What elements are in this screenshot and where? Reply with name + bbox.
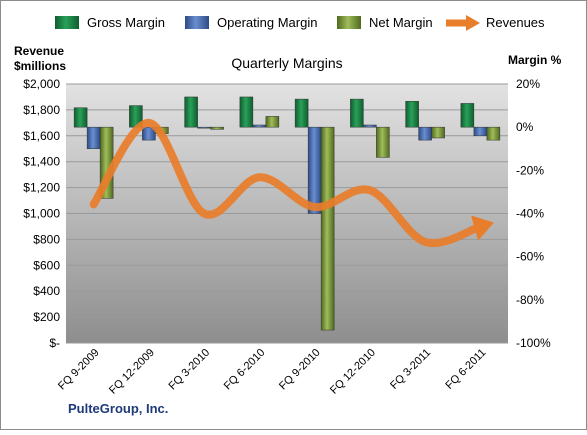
gross-margin-bar: [73, 107, 88, 128]
legend-swatch-net: [337, 16, 361, 29]
left-tick-label: $1,800: [23, 103, 60, 117]
legend-item-revenues: Revenues: [446, 15, 545, 31]
operating-margin-bar: [418, 126, 432, 141]
right-tick-label: -100%: [516, 336, 551, 350]
right-tick-label: -80%: [516, 293, 544, 307]
operating-margin-bar: [86, 126, 101, 149]
left-tick-label: $1,200: [23, 181, 60, 195]
legend: Gross Margin Operating Margin Net Margin…: [55, 15, 545, 31]
net-margin-bar: [431, 126, 445, 139]
left-tick-label: $200: [33, 310, 60, 324]
legend-label-operating: Operating Margin: [217, 15, 317, 30]
right-tick-label: -60%: [516, 250, 544, 264]
legend-swatch-operating: [185, 16, 209, 29]
right-tick-label: 20%: [516, 77, 540, 91]
legend-label-net: Net Margin: [369, 15, 433, 30]
left-axis-label-line2: $millions: [14, 59, 66, 73]
legend-item-net: Net Margin: [337, 15, 433, 30]
right-tick-label: 0%: [516, 120, 534, 134]
left-tick-label: $1,400: [23, 155, 60, 169]
left-axis: $- $200 $400 $600 $800 $1,000 $1,200 $1,400 $1,6…: [23, 77, 60, 350]
company-name: PulteGroup, Inc.: [68, 401, 168, 416]
gross-margin-bar: [460, 103, 475, 128]
legend-swatch-gross: [55, 16, 79, 29]
operating-margin-bar: [252, 124, 267, 128]
left-axis-label-line1: Revenue: [14, 44, 64, 58]
left-tick-label: $2,000: [23, 77, 60, 91]
legend-item-gross: Gross Margin: [55, 15, 165, 30]
net-margin-bar: [486, 126, 501, 141]
revenues-arrowhead: [471, 215, 494, 241]
legend-label-revenues: Revenues: [486, 15, 545, 30]
gross-margin-bar: [294, 98, 309, 128]
left-tick-label: $800: [33, 232, 60, 246]
revenues-line: [89, 118, 485, 248]
net-margin-bar: [376, 126, 390, 158]
gross-margin-bar: [405, 101, 419, 128]
legend-item-operating: Operating Margin: [185, 15, 317, 30]
operating-margin-bar: [307, 126, 322, 214]
left-tick-label: $600: [33, 258, 60, 272]
right-axis-label: Margin %: [508, 53, 562, 67]
left-tick-label: $1,600: [23, 129, 60, 143]
revenue-series: [89, 118, 494, 248]
net-margin-bar: [210, 126, 224, 130]
right-axis: -100% -80% -60% -40% -20% 0% 20%: [516, 77, 551, 350]
right-tick-label: -40%: [516, 207, 544, 221]
operating-margin-bar: [197, 126, 211, 129]
gross-margin-bar: [350, 98, 364, 128]
left-tick-label: $-: [49, 336, 60, 350]
operating-margin-bar: [473, 126, 488, 137]
legend-label-gross: Gross Margin: [87, 15, 165, 30]
chart-title: Quarterly Margins: [231, 55, 342, 71]
gross-margin-bar: [239, 96, 254, 128]
legend-arrowhead-revenues: [466, 15, 480, 31]
right-tick-label: -20%: [516, 163, 544, 177]
net-margin-bar: [265, 116, 280, 128]
operating-margin-bar: [363, 124, 377, 128]
net-margin-bar: [320, 126, 335, 331]
left-tick-label: $1,000: [23, 207, 60, 221]
gross-margin-bar: [184, 96, 198, 128]
left-tick-label: $400: [33, 284, 60, 298]
